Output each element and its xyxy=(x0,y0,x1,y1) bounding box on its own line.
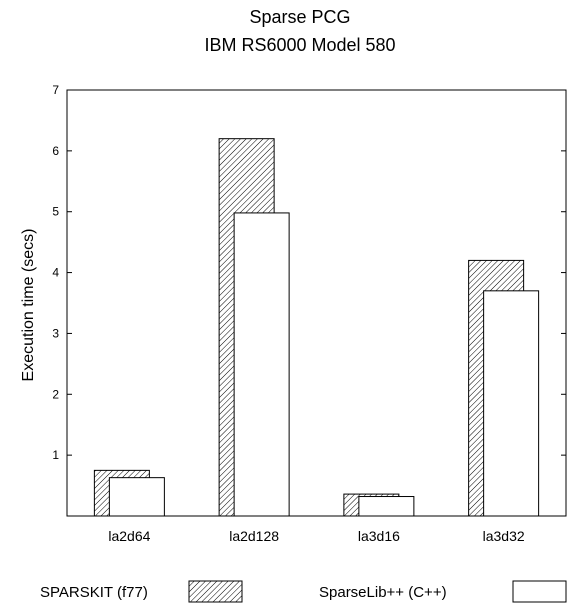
y-tick-label: 5 xyxy=(52,205,59,219)
legend-label: SPARSKIT (f77) xyxy=(40,584,148,601)
chart-title-line-2: IBM RS6000 Model 580 xyxy=(204,35,395,55)
bar-sparselib-la2d128 xyxy=(233,212,290,517)
bar-sparselib-la2d64 xyxy=(108,477,165,517)
legend-swatch xyxy=(512,580,567,603)
y-axis-title: Execution time (secs) xyxy=(20,229,37,382)
y-tick-label: 4 xyxy=(52,266,59,280)
x-category-label: la2d64 xyxy=(108,528,150,544)
y-tick-label: 2 xyxy=(52,387,59,401)
plot-frame xyxy=(66,89,567,517)
y-tick-label: 7 xyxy=(52,83,59,97)
legend-label: SparseLib++ (C++) xyxy=(319,584,447,601)
bar-sparselib-la3d32 xyxy=(483,290,540,517)
category-labels: la2d64 la2d128 la3d16 la3d32 xyxy=(108,528,525,544)
y-tick-label: 1 xyxy=(52,448,59,462)
y-axis-ticks: 1 2 3 4 5 6 7 xyxy=(52,83,566,462)
bar-sparselib-la3d16 xyxy=(358,496,415,517)
chart-title-line-1: Sparse PCG xyxy=(249,7,350,27)
bars xyxy=(93,138,540,517)
y-tick-label: 3 xyxy=(52,326,59,340)
x-category-label: la3d16 xyxy=(358,528,400,544)
legend-swatch xyxy=(188,580,243,603)
y-tick-label: 6 xyxy=(52,144,59,158)
legend: SPARSKIT (f77) SparseLib++ (C++) xyxy=(40,580,567,603)
x-category-label: la2d128 xyxy=(229,528,279,544)
x-category-label: la3d32 xyxy=(483,528,525,544)
